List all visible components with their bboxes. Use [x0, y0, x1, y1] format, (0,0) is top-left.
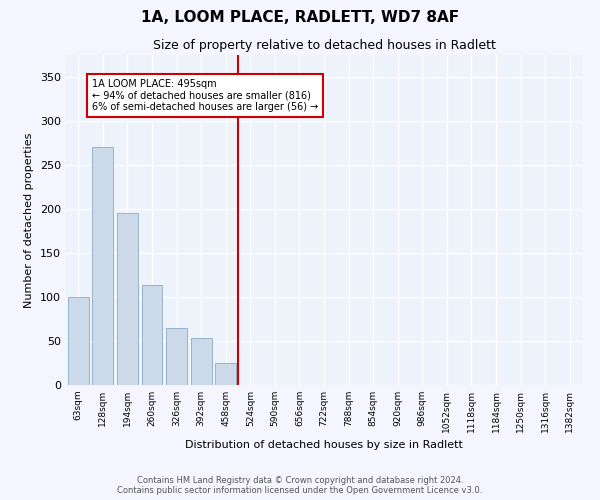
Bar: [68, 297, 89, 385]
Text: Contains HM Land Registry data © Crown copyright and database right 2024.
Contai: Contains HM Land Registry data © Crown c…: [118, 476, 482, 495]
Y-axis label: Number of detached properties: Number of detached properties: [25, 132, 34, 308]
Bar: [191, 338, 212, 385]
X-axis label: Distribution of detached houses by size in Radlett: Distribution of detached houses by size …: [185, 440, 463, 450]
Text: 1A LOOM PLACE: 495sqm
← 94% of detached houses are smaller (816)
6% of semi-deta: 1A LOOM PLACE: 495sqm ← 94% of detached …: [92, 79, 318, 112]
Bar: [166, 328, 187, 385]
Bar: [92, 148, 113, 385]
Bar: [117, 212, 138, 385]
Title: Size of property relative to detached houses in Radlett: Size of property relative to detached ho…: [152, 40, 496, 52]
Bar: [142, 284, 163, 385]
Text: 1A, LOOM PLACE, RADLETT, WD7 8AF: 1A, LOOM PLACE, RADLETT, WD7 8AF: [141, 10, 459, 25]
Bar: [215, 363, 236, 385]
